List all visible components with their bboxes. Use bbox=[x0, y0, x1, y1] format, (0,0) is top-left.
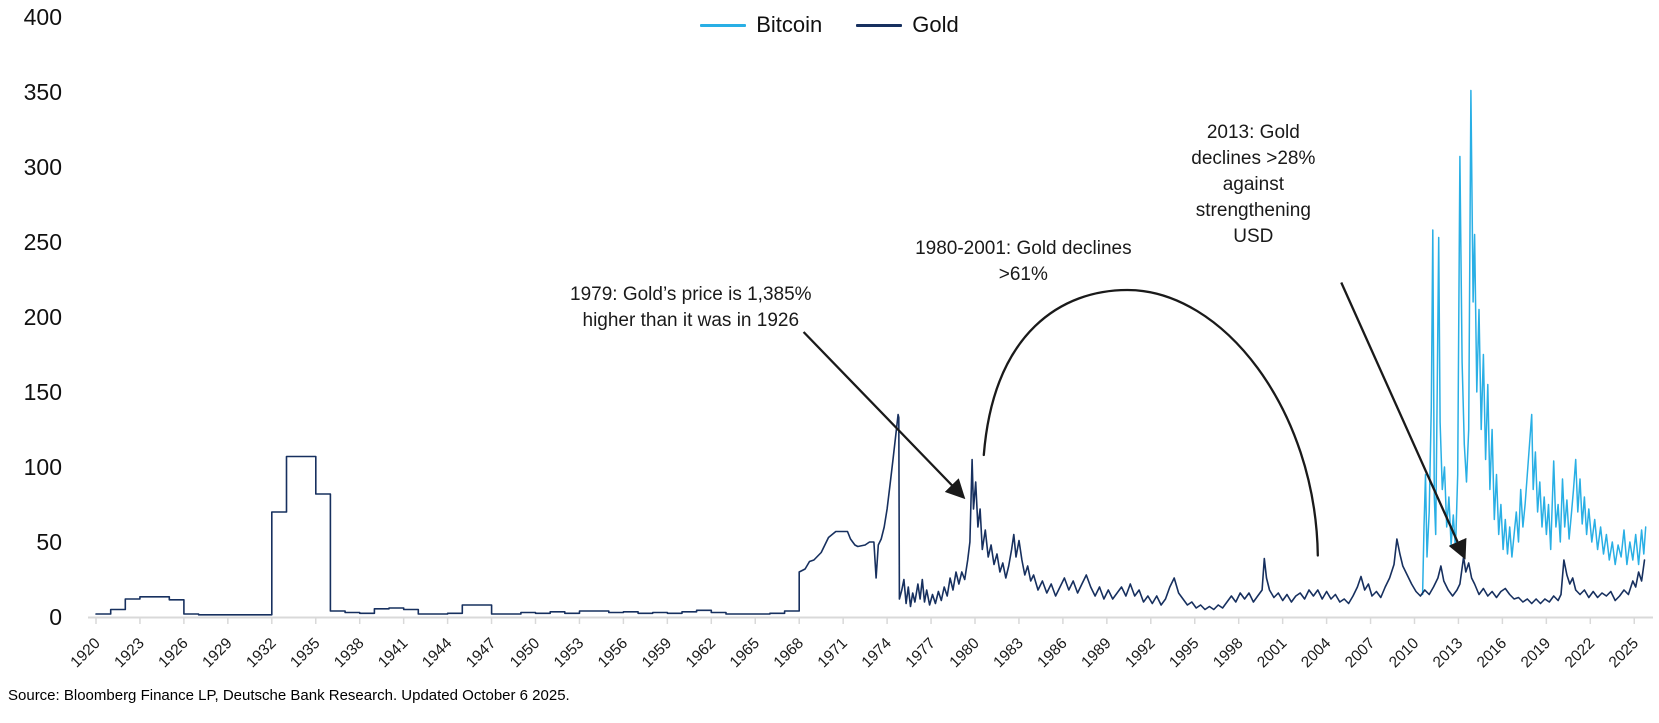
legend-item-gold: Gold bbox=[856, 12, 959, 38]
x-axis-label: 1953 bbox=[551, 635, 587, 671]
annotation-arrow-gold-1979 bbox=[802, 331, 966, 500]
y-axis-label: 400 bbox=[24, 4, 62, 30]
x-axis-label: 1977 bbox=[902, 635, 938, 671]
annotation-line: strengthening bbox=[1195, 200, 1311, 221]
x-axis-label: 1980 bbox=[946, 635, 983, 672]
x-axis-label: 1941 bbox=[375, 635, 411, 671]
x-axis-label: 1992 bbox=[1122, 635, 1158, 671]
x-axis-label: 1947 bbox=[463, 635, 499, 671]
x-axis-label: 1983 bbox=[990, 635, 1026, 671]
x-axis-label: 2019 bbox=[1518, 635, 1554, 671]
y-axis-label: 350 bbox=[24, 79, 62, 105]
x-axis-label: 1974 bbox=[859, 635, 896, 672]
x-axis-label: 1959 bbox=[639, 635, 675, 671]
x-axis-label: 1971 bbox=[815, 635, 851, 671]
legend-item-bitcoin: Bitcoin bbox=[700, 12, 822, 38]
annotation-line: declines >28% bbox=[1191, 148, 1316, 169]
annotation-line: >61% bbox=[998, 263, 1048, 285]
y-axis-label: 0 bbox=[49, 604, 62, 630]
y-axis-label: 150 bbox=[24, 379, 62, 405]
annotation-gold-2013: 2013: Gold declines >28% against strengthen… bbox=[1191, 120, 1315, 250]
y-axis-label: 200 bbox=[24, 304, 62, 330]
annotation-line: 1980-2001: Gold declines bbox=[915, 237, 1132, 259]
gold-series-line bbox=[95, 413, 1646, 616]
gold-line-swatch-icon bbox=[856, 23, 903, 27]
annotation-line: 1979: Gold’s price is 1,385% bbox=[570, 284, 812, 305]
x-axis-label: 1932 bbox=[243, 635, 279, 671]
annotation-arrow-gold-2013 bbox=[1340, 282, 1467, 560]
x-axis-label: 1929 bbox=[199, 635, 235, 671]
x-axis-label: 1998 bbox=[1210, 635, 1246, 671]
legend-label-bitcoin: Bitcoin bbox=[756, 12, 823, 37]
y-axis-label: 50 bbox=[36, 529, 62, 555]
x-axis-label: 1965 bbox=[727, 635, 763, 671]
x-axis-label: 1935 bbox=[287, 635, 323, 671]
x-axis-label: 1962 bbox=[683, 635, 719, 671]
bitcoin-series-line bbox=[1421, 89, 1647, 596]
x-axis-label: 1920 bbox=[67, 635, 104, 672]
x-axis-label: 2007 bbox=[1342, 635, 1378, 671]
y-axis-label: 300 bbox=[24, 154, 62, 180]
x-axis-label: 1923 bbox=[111, 635, 147, 671]
annotation-line: USD bbox=[1233, 226, 1274, 247]
x-axis-label: 2022 bbox=[1562, 635, 1598, 671]
bitcoin-line-swatch-icon bbox=[700, 23, 747, 27]
x-axis-label: 2025 bbox=[1606, 635, 1642, 671]
x-axis-label: 1926 bbox=[155, 635, 191, 671]
annotation-gold-1979: 1979: Gold’s price is 1,385% higher than … bbox=[570, 282, 812, 334]
legend: Bitcoin Gold bbox=[0, 12, 1659, 38]
x-axis-label: 1989 bbox=[1078, 635, 1114, 671]
x-axis-label: 2010 bbox=[1386, 635, 1423, 672]
x-axis-label: 1944 bbox=[419, 635, 456, 672]
x-axis-label: 1938 bbox=[331, 635, 367, 671]
x-axis-label: 1950 bbox=[507, 635, 544, 672]
x-axis-label: 1986 bbox=[1034, 635, 1070, 671]
x-axis-label: 2004 bbox=[1298, 635, 1335, 672]
x-axis-label: 1995 bbox=[1166, 635, 1202, 671]
x-axis-label: 2001 bbox=[1254, 635, 1290, 671]
x-axis-label: 2013 bbox=[1430, 635, 1466, 671]
x-axis-label: 1968 bbox=[771, 635, 807, 671]
annotation-line: against bbox=[1222, 174, 1284, 195]
y-axis-label: 100 bbox=[24, 454, 62, 480]
annotation-line: higher than it was in 1926 bbox=[582, 310, 800, 331]
chart-canvas: 1920 1923 1926 1929 1932 1935 1938 1941 1944 1947… bbox=[24, 4, 1653, 672]
x-axis-label: 1956 bbox=[595, 635, 631, 671]
y-axis-label: 250 bbox=[24, 229, 62, 255]
annotation-arc-gold-1980-2001 bbox=[982, 288, 1319, 557]
legend-label-gold: Gold bbox=[912, 12, 959, 37]
x-axis-label: 2016 bbox=[1474, 635, 1510, 671]
annotation-line: 2013: Gold bbox=[1206, 122, 1300, 143]
annotation-gold-1980-2001: 1980-2001: Gold declines >61% bbox=[915, 236, 1132, 288]
source-note: Source: Bloomberg Finance LP, Deutsche B… bbox=[8, 687, 570, 704]
